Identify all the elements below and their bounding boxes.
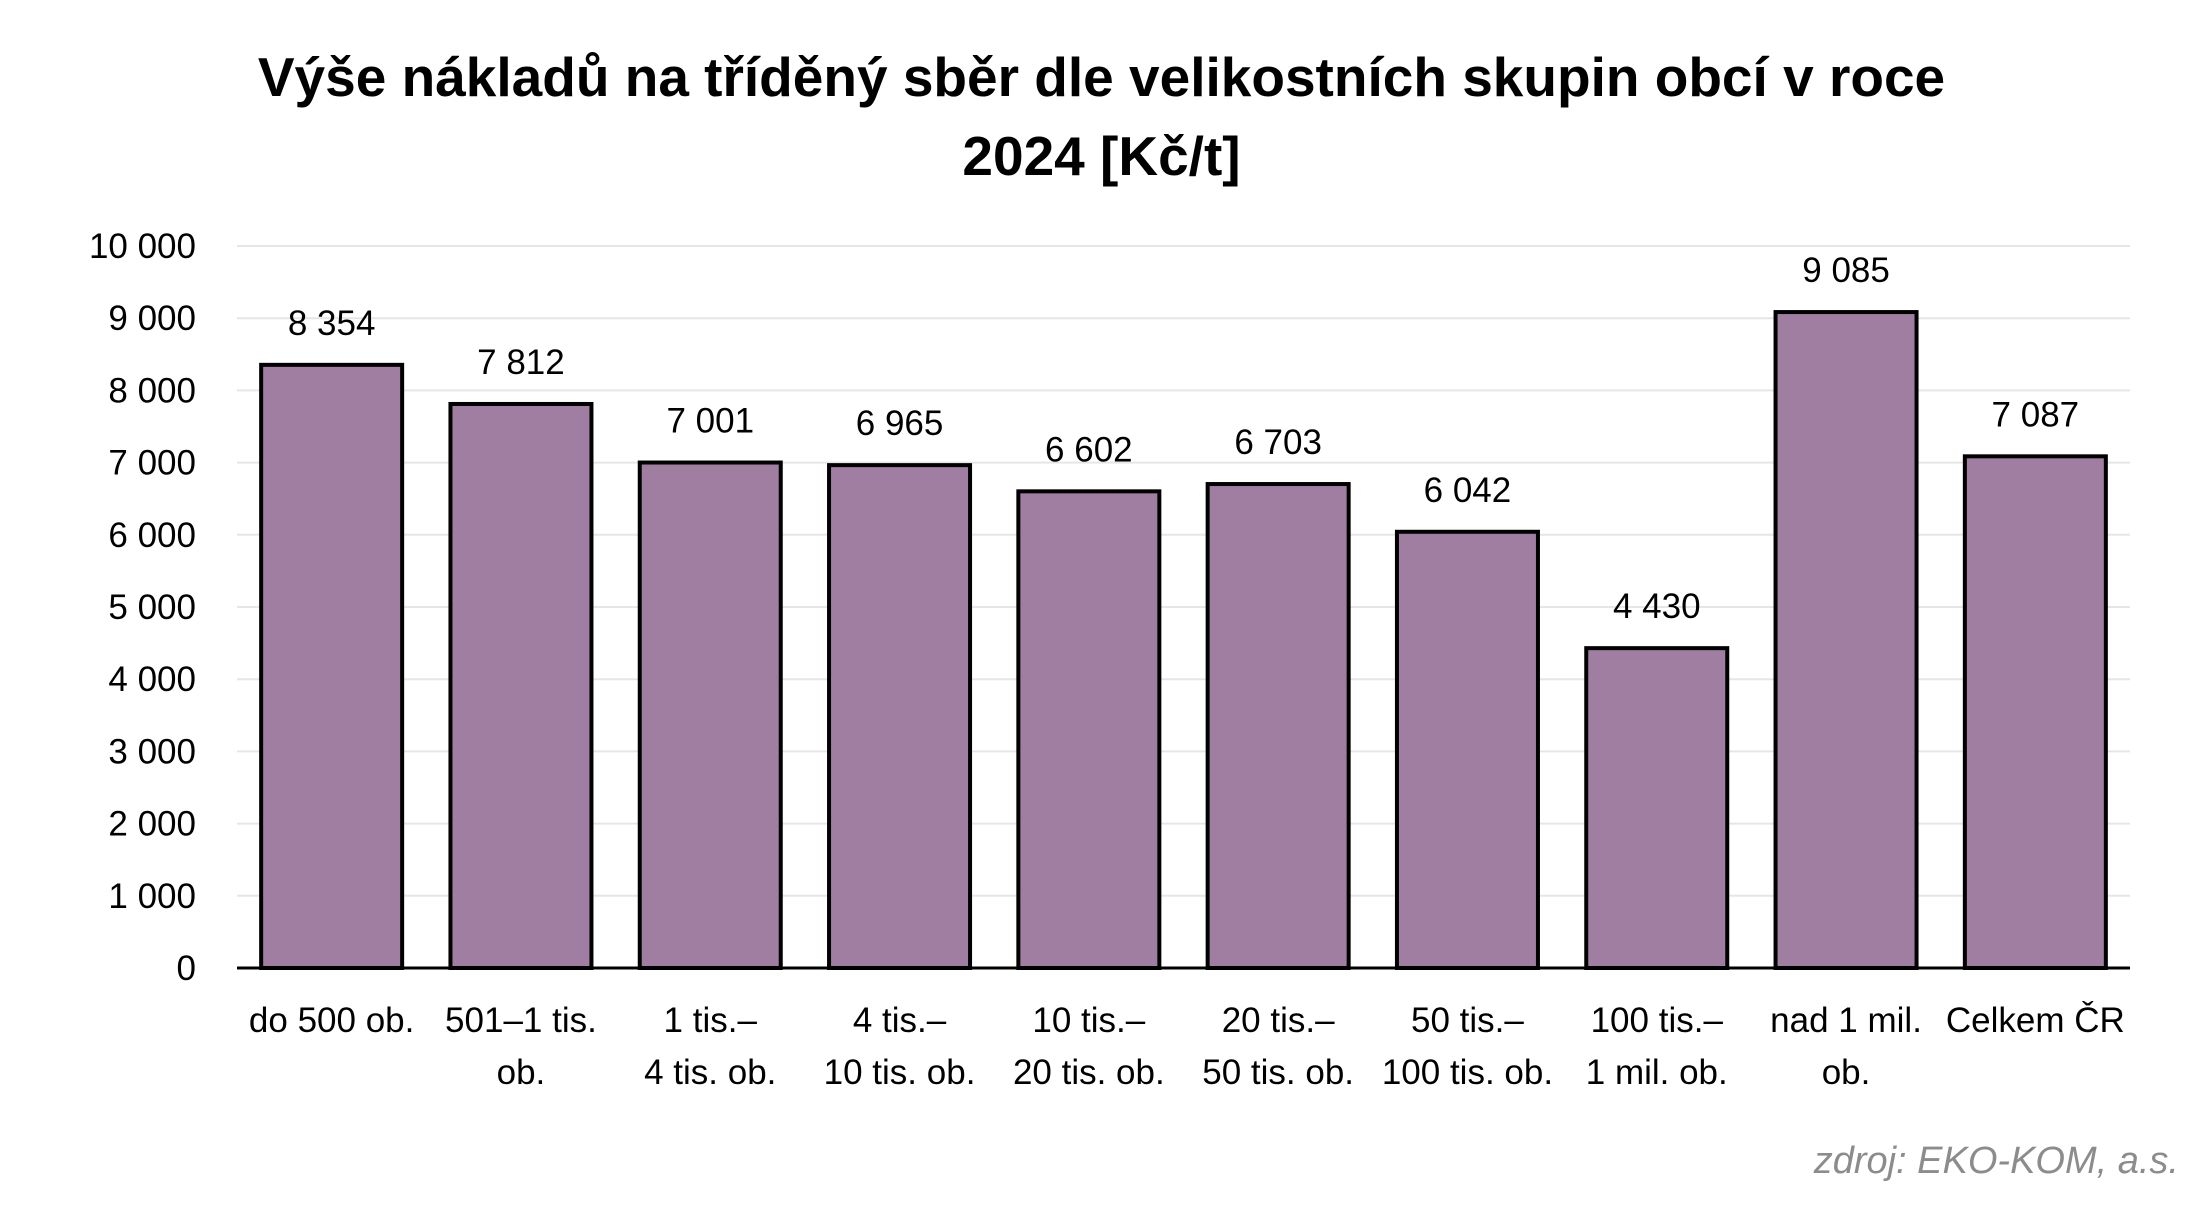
chart-title: Výše nákladů na tříděný sběr dle velikos…: [0, 38, 2203, 196]
category-label: 1 tis.– 4 tis. ob.: [644, 1001, 776, 1092]
category-label: 501–1 tis. ob.: [445, 1001, 597, 1092]
bar: [1584, 646, 1730, 970]
y-tick-label: 1 000: [108, 877, 196, 916]
bar: [1962, 454, 2108, 970]
bar: [1205, 482, 1351, 970]
data-label: 9 085: [1802, 251, 1890, 290]
y-tick-label: 7 000: [108, 444, 196, 483]
chart-title-line-2: 2024 [Kč/t]: [962, 125, 1241, 187]
bar: [259, 362, 405, 970]
data-label: 6 703: [1234, 423, 1322, 462]
category-label: do 500 ob.: [249, 1001, 414, 1040]
category-label-line: 10 tis.–: [1032, 1001, 1145, 1040]
y-tick-label: 9 000: [108, 299, 196, 338]
bar: [1016, 489, 1162, 970]
category-label: nad 1 mil. ob.: [1770, 1001, 1922, 1092]
chart-title-line-1: Výše nákladů na tříděný sběr dle velikos…: [257, 46, 1946, 108]
category-label-line: 1 tis.–: [664, 1001, 758, 1040]
data-label: 6 602: [1045, 430, 1133, 469]
category-label-line: 4 tis.–: [853, 1001, 947, 1040]
y-tick-label: 2 000: [108, 805, 196, 844]
category-label-line: 100 tis.–: [1591, 1001, 1724, 1040]
category-label-line: ob.: [497, 1053, 546, 1092]
category-label: Celkem ČR: [1946, 1001, 2125, 1040]
category-label-line: do 500 ob.: [249, 1001, 414, 1040]
y-tick-label: 5 000: [108, 588, 196, 627]
category-label-line: ob.: [1822, 1053, 1871, 1092]
category-label-line: 1 mil. ob.: [1586, 1053, 1728, 1092]
y-tick-label: 8 000: [108, 371, 196, 410]
source-note: zdroj: EKO-KOM, a.s.: [1813, 1140, 2179, 1182]
bar: [827, 463, 973, 970]
data-label: 7 087: [1992, 395, 2080, 434]
y-tick-label: 6 000: [108, 516, 196, 555]
category-label: 100 tis.– 1 mil. ob.: [1586, 1001, 1728, 1092]
data-label: 7 001: [666, 402, 754, 441]
bar: [1773, 310, 1919, 970]
category-label-line: Celkem ČR: [1946, 1001, 2125, 1040]
data-label: 6 965: [856, 404, 944, 443]
data-label: 8 354: [288, 304, 376, 343]
data-labels: 8 354 7 812 7 001 6 965 6 602 6 703 6 042 4 430…: [288, 251, 2079, 626]
category-label-line: nad 1 mil.: [1770, 1001, 1922, 1040]
bars: [259, 310, 2108, 971]
category-label-line: 50 tis. ob.: [1202, 1053, 1354, 1092]
category-label-line: 501–1 tis.: [445, 1001, 597, 1040]
category-label-line: 20 tis.–: [1222, 1001, 1335, 1040]
category-label: 50 tis.– 100 tis. ob.: [1382, 1001, 1553, 1092]
y-tick-label: 4 000: [108, 660, 196, 699]
bar: [448, 401, 594, 971]
category-label-line: 100 tis. ob.: [1382, 1053, 1553, 1092]
y-tick-label: 3 000: [108, 732, 196, 771]
bar: [637, 460, 783, 970]
x-axis-category-labels: do 500 ob. 501–1 tis. ob. 1 tis.– 4 tis. ob.…: [249, 1001, 2125, 1092]
bar: [1394, 529, 1540, 970]
category-label: 4 tis.– 10 tis. ob.: [824, 1001, 976, 1092]
data-label: 7 812: [477, 343, 565, 382]
category-label-line: 4 tis. ob.: [644, 1053, 776, 1092]
category-label-line: 10 tis. ob.: [824, 1053, 976, 1092]
data-label: 6 042: [1424, 471, 1512, 510]
y-axis-tick-labels: 0 1 000 2 000 3 000 4 000 5 000 6 000 7 000 8 00…: [89, 227, 196, 988]
category-label: 10 tis.– 20 tis. ob.: [1013, 1001, 1165, 1092]
data-label: 4 430: [1613, 587, 1701, 626]
category-label: 20 tis.– 50 tis. ob.: [1202, 1001, 1354, 1092]
category-label-line: 50 tis.–: [1411, 1001, 1524, 1040]
category-label-line: 20 tis. ob.: [1013, 1053, 1165, 1092]
y-tick-label: 0: [177, 949, 196, 988]
y-tick-label: 10 000: [89, 227, 196, 266]
